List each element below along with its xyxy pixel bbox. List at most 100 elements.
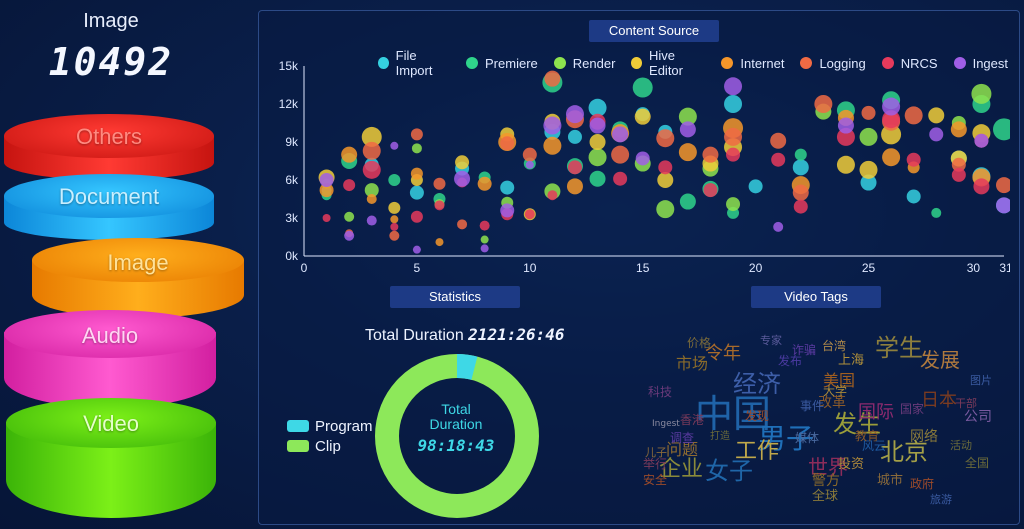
scatter-point-nrcs[interactable] bbox=[390, 222, 399, 231]
video-tag[interactable]: 价格 bbox=[687, 336, 712, 350]
scatter-point-hive-editor[interactable] bbox=[928, 107, 945, 124]
scatter-point-ingest[interactable] bbox=[543, 116, 562, 135]
scatter-point-nrcs[interactable] bbox=[973, 178, 990, 195]
scatter-point-logging[interactable] bbox=[951, 157, 966, 172]
scatter-point-logging[interactable] bbox=[702, 146, 719, 163]
scatter-point-hive-editor[interactable] bbox=[836, 155, 855, 174]
scatter-point-nrcs[interactable] bbox=[703, 183, 718, 198]
scatter-point-ingest[interactable] bbox=[366, 215, 377, 226]
scatter-point-logging[interactable] bbox=[904, 106, 923, 125]
video-tag[interactable]: 世界 bbox=[808, 455, 848, 479]
scatter-point-nrcs[interactable] bbox=[322, 214, 331, 222]
scatter-point-file-import[interactable] bbox=[860, 174, 877, 191]
legend-program[interactable]: Program bbox=[287, 416, 373, 436]
scatter-point-nrcs[interactable] bbox=[343, 179, 356, 192]
scatter-point-render[interactable] bbox=[678, 107, 697, 126]
scatter-point-premiere[interactable] bbox=[931, 207, 942, 218]
scatter-point-hive-editor[interactable] bbox=[361, 126, 382, 147]
legend-item-internet[interactable]: Internet bbox=[721, 48, 784, 78]
disc-image[interactable]: Image bbox=[32, 238, 244, 318]
scatter-point-premiere[interactable] bbox=[993, 118, 1010, 141]
scatter-point-ingest[interactable] bbox=[612, 126, 629, 143]
scatter-point-nrcs[interactable] bbox=[434, 200, 445, 211]
video-tag[interactable]: 中国 bbox=[695, 392, 772, 436]
video-tag[interactable]: 市场 bbox=[676, 354, 709, 373]
video-tag[interactable]: 举行 bbox=[643, 457, 668, 471]
scatter-point-nrcs[interactable] bbox=[362, 160, 381, 179]
scatter-point-ingest[interactable] bbox=[500, 203, 515, 218]
video-tag[interactable]: 媒体 bbox=[795, 431, 820, 445]
scatter-point-hive-editor[interactable] bbox=[388, 201, 401, 214]
scatter-point-render[interactable] bbox=[344, 211, 355, 222]
scatter-point-ingest[interactable] bbox=[565, 105, 584, 124]
video-tag[interactable]: Ingest bbox=[652, 419, 680, 429]
scatter-point-nrcs[interactable] bbox=[906, 152, 921, 167]
scatter-point-logging[interactable] bbox=[814, 95, 833, 113]
video-tag[interactable]: 令年 bbox=[705, 343, 741, 364]
disc-document[interactable]: Document bbox=[4, 174, 214, 240]
scatter-point-internet[interactable] bbox=[566, 178, 583, 195]
scatter-point-file-import[interactable] bbox=[748, 179, 763, 194]
scatter-point-internet[interactable] bbox=[435, 238, 444, 247]
scatter-point-premiere[interactable] bbox=[388, 174, 401, 186]
scatter-point-file-import[interactable] bbox=[792, 159, 809, 176]
scatter-point-ingest[interactable] bbox=[837, 117, 854, 134]
video-tag[interactable]: 儿子 bbox=[645, 446, 667, 459]
video-tag[interactable]: 美国 bbox=[823, 371, 856, 390]
scatter-point-render[interactable] bbox=[656, 200, 675, 219]
scatter-point-nrcs[interactable] bbox=[771, 152, 786, 167]
scatter-point-internet[interactable] bbox=[341, 146, 358, 163]
legend-item-file-import[interactable]: File Import bbox=[378, 48, 450, 78]
scatter-point-hive-editor[interactable] bbox=[657, 172, 674, 188]
scatter-point-nrcs[interactable] bbox=[547, 190, 558, 201]
video-tag[interactable]: 全国 bbox=[965, 456, 990, 470]
scatter-point-ingest[interactable] bbox=[724, 77, 743, 96]
scatter-point-logging[interactable] bbox=[362, 141, 381, 160]
video-tag[interactable]: 安全 bbox=[643, 473, 668, 487]
disc-others[interactable]: Others bbox=[4, 114, 214, 180]
scatter-point-logging[interactable] bbox=[500, 136, 515, 151]
scatter-point-ingest[interactable] bbox=[525, 160, 534, 169]
video-tag[interactable]: 科技 bbox=[648, 385, 673, 399]
scatter-point-internet[interactable] bbox=[319, 183, 334, 198]
scatter-point-ingest[interactable] bbox=[996, 197, 1010, 214]
video-tag[interactable]: 公司 bbox=[964, 409, 992, 425]
video-tag[interactable]: 警方 bbox=[812, 473, 840, 489]
video-tag[interactable]: 事件 bbox=[800, 399, 825, 413]
scatter-point-ingest[interactable] bbox=[635, 151, 650, 166]
scatter-point-hive-editor[interactable] bbox=[881, 124, 902, 145]
scatter-point-ingest[interactable] bbox=[480, 244, 489, 253]
scatter-point-premiere[interactable] bbox=[589, 170, 606, 187]
scatter-point-nrcs[interactable] bbox=[479, 220, 490, 231]
scatter-point-internet[interactable] bbox=[390, 215, 399, 224]
video-tag[interactable]: 图片 bbox=[970, 374, 992, 387]
scatter-point-file-import[interactable] bbox=[567, 129, 582, 144]
scatter-point-render[interactable] bbox=[859, 127, 878, 146]
video-tag[interactable]: 打造 bbox=[710, 431, 730, 442]
video-tag[interactable]: 城市 bbox=[877, 473, 904, 488]
scatter-point-logging[interactable] bbox=[770, 132, 787, 149]
scatter-point-ingest[interactable] bbox=[773, 221, 784, 232]
video-tag[interactable]: 男子 bbox=[758, 422, 815, 455]
scatter-point-ingest[interactable] bbox=[679, 121, 696, 138]
scatter-point-logging[interactable] bbox=[656, 129, 675, 148]
scatter-point-ingest[interactable] bbox=[929, 127, 944, 142]
video-tag[interactable]: 日本 bbox=[921, 390, 957, 411]
video-tag[interactable]: 投资 bbox=[838, 457, 865, 472]
scatter-point-ingest[interactable] bbox=[319, 173, 334, 187]
scatter-point-file-import[interactable] bbox=[500, 180, 515, 195]
scatter-point-nrcs[interactable] bbox=[613, 171, 628, 186]
disc-audio[interactable]: Audio bbox=[4, 310, 216, 408]
scatter-point-ingest[interactable] bbox=[974, 133, 989, 148]
video-tag[interactable]: 教育 bbox=[855, 429, 880, 443]
scatter-point-nrcs[interactable] bbox=[882, 110, 901, 129]
video-tag[interactable]: 网络 bbox=[910, 429, 938, 445]
video-tag[interactable]: 国际 bbox=[858, 402, 894, 423]
video-tag[interactable]: 专家 bbox=[760, 334, 782, 347]
legend-item-logging[interactable]: Logging bbox=[800, 48, 866, 78]
scatter-point-nrcs[interactable] bbox=[410, 210, 423, 223]
video-tag[interactable]: 调查 bbox=[670, 431, 695, 445]
scatter-point-hive-editor[interactable] bbox=[589, 134, 606, 150]
video-tag[interactable]: 改革 bbox=[818, 395, 846, 411]
video-tag[interactable]: 诈骗 bbox=[792, 343, 817, 357]
